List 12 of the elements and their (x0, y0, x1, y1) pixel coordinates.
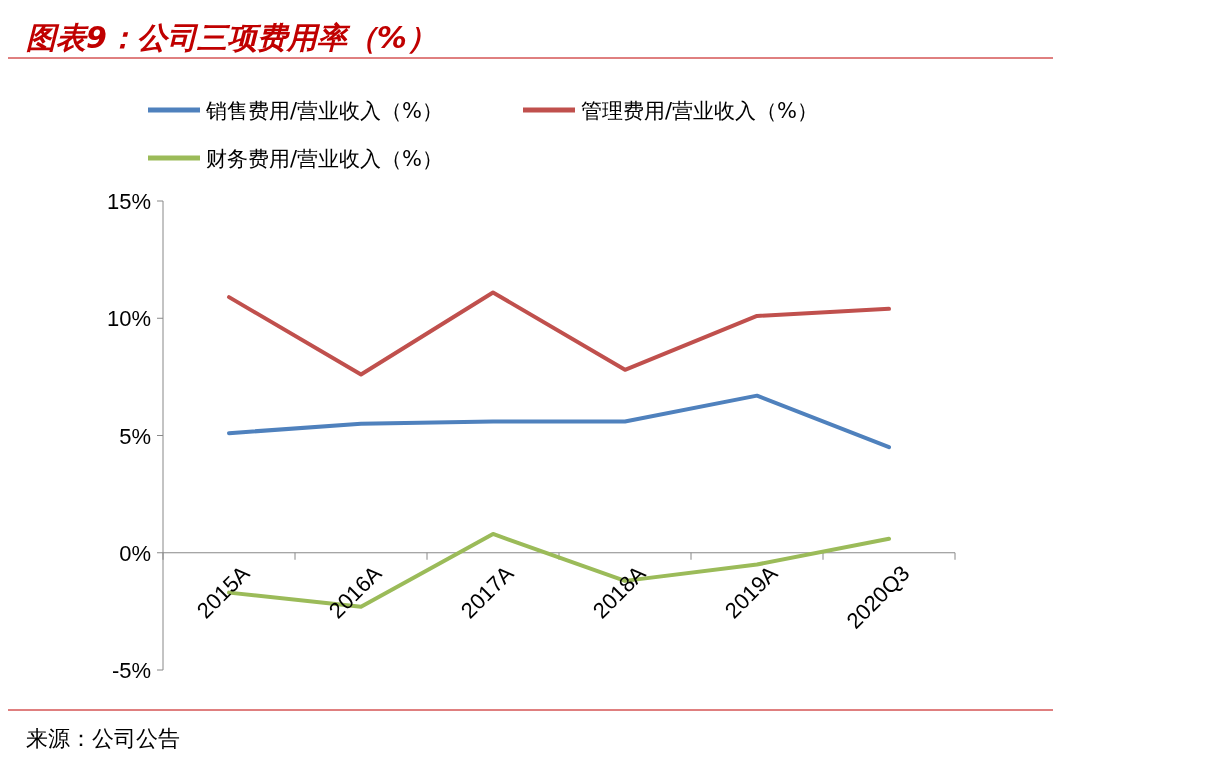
y-tick-label: 0% (119, 540, 151, 566)
line-series (227, 290, 891, 377)
y-tick-label: -5% (111, 658, 151, 683)
legend-label: 财务费用/营业收入（%） (206, 147, 444, 171)
legend-label: 管理费用/营业收入（%） (581, 99, 819, 123)
legend-label: 销售费用/营业收入（%） (205, 99, 444, 123)
chart-title: 图表9：公司三项费用率（%） (26, 20, 437, 55)
source-note: 来源：公司公告 (26, 726, 180, 751)
line-series (227, 393, 891, 450)
y-tick-label: 5% (119, 423, 151, 449)
y-tick-label: 15% (106, 189, 151, 214)
y-tick-label: 10% (106, 306, 151, 332)
